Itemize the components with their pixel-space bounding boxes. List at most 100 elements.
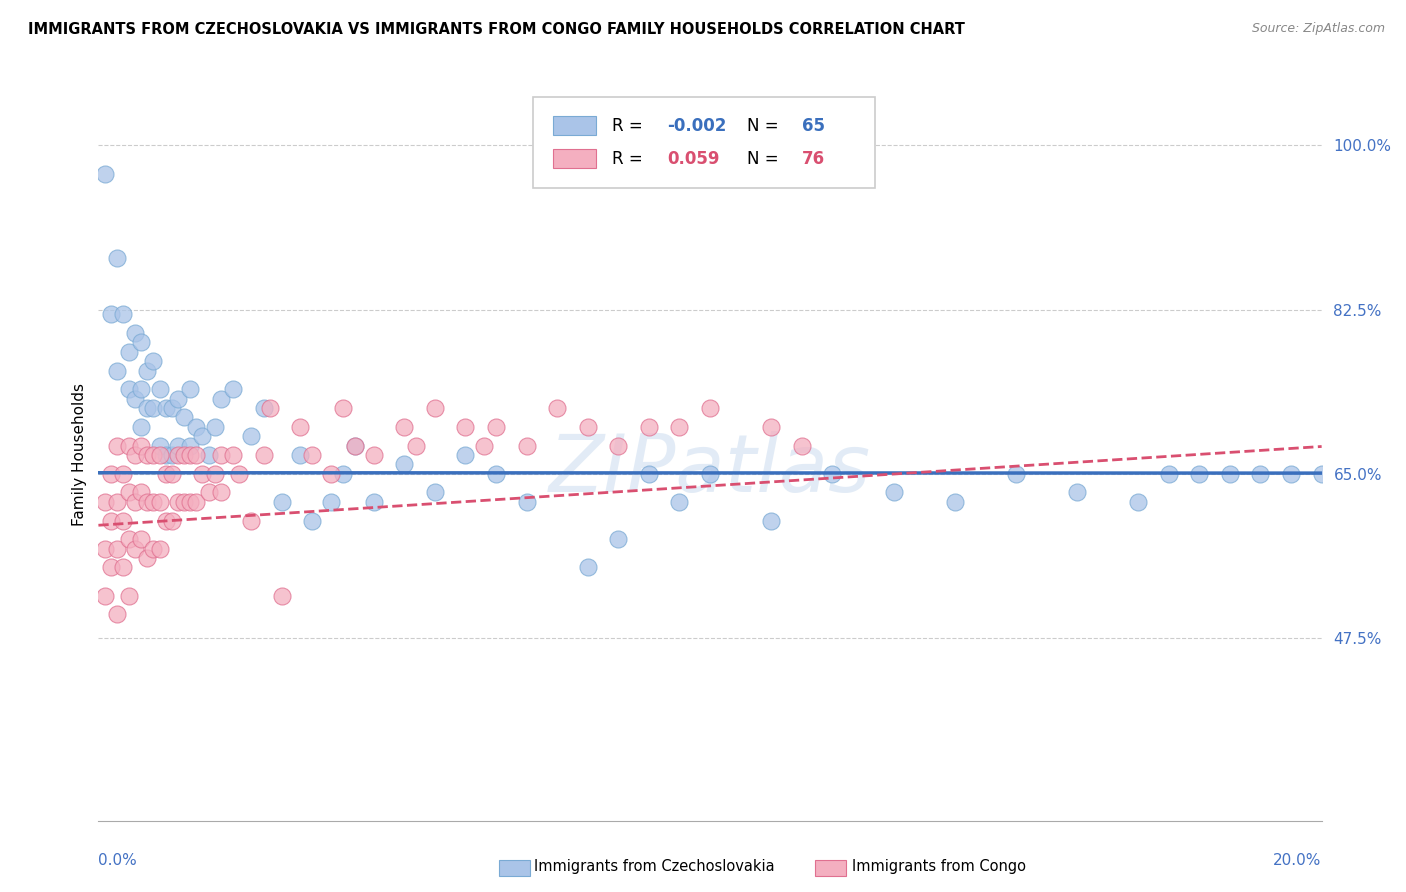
Point bbox=[136, 363, 159, 377]
Point bbox=[173, 410, 195, 425]
Point bbox=[100, 514, 122, 528]
Point bbox=[93, 495, 115, 509]
Point bbox=[93, 589, 115, 603]
Point bbox=[136, 495, 159, 509]
Text: Source: ZipAtlas.com: Source: ZipAtlas.com bbox=[1251, 22, 1385, 36]
Text: ZIPatlas: ZIPatlas bbox=[548, 431, 872, 508]
Point bbox=[167, 438, 190, 452]
Point bbox=[149, 438, 172, 452]
Point bbox=[1066, 485, 1088, 500]
Point bbox=[1249, 467, 1271, 481]
Point bbox=[759, 419, 782, 434]
Point bbox=[124, 495, 146, 509]
Point bbox=[179, 495, 201, 509]
Point bbox=[392, 458, 416, 472]
Point bbox=[118, 344, 141, 359]
Point bbox=[197, 485, 219, 500]
Point bbox=[301, 448, 323, 462]
Point bbox=[516, 438, 538, 452]
Point bbox=[93, 167, 115, 181]
Point bbox=[179, 448, 201, 462]
Text: 20.0%: 20.0% bbox=[1274, 854, 1322, 868]
Point bbox=[1188, 467, 1211, 481]
Point bbox=[1128, 495, 1150, 509]
Point bbox=[270, 589, 292, 603]
Point bbox=[392, 419, 416, 434]
Point bbox=[186, 495, 208, 509]
Point bbox=[759, 514, 782, 528]
Point bbox=[252, 448, 274, 462]
Text: R =: R = bbox=[612, 117, 643, 135]
Point bbox=[319, 467, 342, 481]
Point bbox=[111, 560, 134, 574]
FancyBboxPatch shape bbox=[533, 96, 875, 188]
Point bbox=[160, 448, 183, 462]
Point bbox=[105, 607, 128, 622]
Point bbox=[405, 438, 427, 452]
Point bbox=[179, 382, 201, 396]
Point bbox=[142, 495, 165, 509]
Y-axis label: Family Households: Family Households bbox=[72, 384, 87, 526]
Point bbox=[160, 401, 183, 415]
Point bbox=[105, 251, 128, 265]
Point bbox=[363, 448, 385, 462]
Point bbox=[204, 467, 226, 481]
Point bbox=[142, 354, 165, 368]
Point bbox=[576, 560, 599, 574]
Point bbox=[105, 541, 128, 556]
Point bbox=[699, 401, 721, 415]
Point bbox=[111, 307, 134, 321]
Point bbox=[105, 438, 128, 452]
Text: 0.0%: 0.0% bbox=[98, 854, 138, 868]
Point bbox=[454, 448, 477, 462]
Point bbox=[363, 495, 385, 509]
Point bbox=[485, 419, 508, 434]
Point bbox=[943, 495, 966, 509]
Point bbox=[155, 467, 177, 481]
Point bbox=[118, 485, 141, 500]
Point bbox=[240, 429, 263, 443]
Point bbox=[124, 326, 146, 340]
Point bbox=[129, 438, 152, 452]
Point bbox=[290, 419, 312, 434]
Point bbox=[485, 467, 508, 481]
Point bbox=[319, 495, 342, 509]
Point bbox=[149, 382, 172, 396]
Point bbox=[111, 514, 134, 528]
Point bbox=[790, 438, 813, 452]
Point bbox=[105, 495, 128, 509]
Point bbox=[155, 448, 177, 462]
Point bbox=[149, 541, 172, 556]
Text: 76: 76 bbox=[801, 150, 825, 168]
Point bbox=[173, 448, 195, 462]
Point bbox=[607, 438, 630, 452]
Point bbox=[167, 495, 190, 509]
Point bbox=[129, 382, 152, 396]
Point bbox=[142, 541, 165, 556]
Point bbox=[204, 419, 226, 434]
Point bbox=[100, 467, 122, 481]
Point bbox=[699, 467, 721, 481]
Point bbox=[1279, 467, 1302, 481]
Point bbox=[222, 448, 245, 462]
Point bbox=[1157, 467, 1180, 481]
Point bbox=[332, 401, 354, 415]
Text: -0.002: -0.002 bbox=[668, 117, 727, 135]
Point bbox=[129, 419, 152, 434]
Point bbox=[93, 541, 115, 556]
Point bbox=[160, 467, 183, 481]
Point bbox=[191, 429, 214, 443]
Point bbox=[209, 392, 232, 406]
Text: IMMIGRANTS FROM CZECHOSLOVAKIA VS IMMIGRANTS FROM CONGO FAMILY HOUSEHOLDS CORREL: IMMIGRANTS FROM CZECHOSLOVAKIA VS IMMIGR… bbox=[28, 22, 965, 37]
FancyBboxPatch shape bbox=[554, 149, 596, 169]
Point bbox=[149, 495, 172, 509]
Point bbox=[607, 533, 630, 547]
Point bbox=[173, 495, 195, 509]
Point bbox=[821, 467, 844, 481]
Point bbox=[129, 335, 152, 350]
Text: 65: 65 bbox=[801, 117, 825, 135]
Point bbox=[100, 307, 122, 321]
Point bbox=[637, 467, 661, 481]
Point bbox=[1310, 467, 1333, 481]
Point bbox=[270, 495, 292, 509]
